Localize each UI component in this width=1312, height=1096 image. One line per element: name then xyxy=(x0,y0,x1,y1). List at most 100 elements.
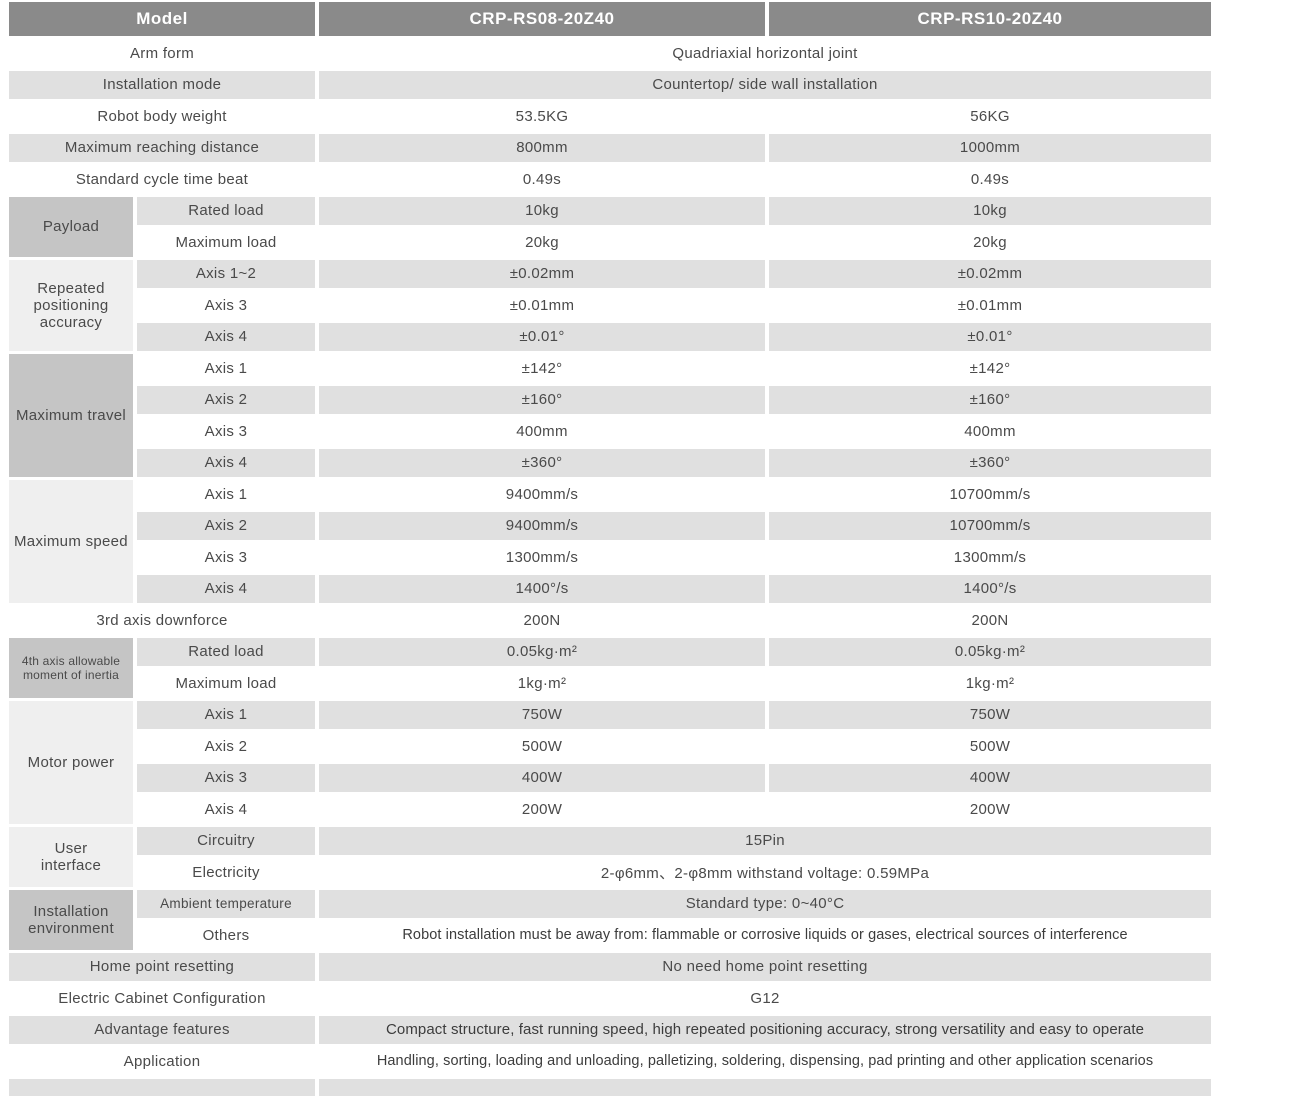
model-2-header-cell: CRP-RS10-20Z40 xyxy=(769,2,1216,39)
accuracy-axis12-rs08: ±0.02mm xyxy=(319,259,770,291)
body-weight-rs08: 53.5KG xyxy=(319,102,770,134)
speed-axis3-label: Axis 3 xyxy=(137,543,320,575)
reach-rs10: 1000mm xyxy=(769,133,1216,165)
travel-axis3-label: Axis 3 xyxy=(137,417,320,449)
accuracy-axis3-label: Axis 3 xyxy=(137,291,320,323)
table-row: 3rd axis downforce 200N 200N xyxy=(9,606,1216,638)
table-row: Axis 2 500W 500W xyxy=(9,732,1216,764)
motor-power-group-label: Motor power xyxy=(9,700,137,827)
accuracy-axis4-rs08: ±0.01° xyxy=(319,322,770,354)
motor-axis3-rs10: 400W xyxy=(769,763,1216,795)
table-row: Maximum load 1kg·m² 1kg·m² xyxy=(9,669,1216,701)
ambient-temp-value: Standard type: 0~40°C xyxy=(319,889,1216,921)
table-row: Installation mode Countertop/ side wall … xyxy=(9,70,1216,102)
table-row: Motor power Axis 1 750W 750W xyxy=(9,700,1216,827)
inertia-rated-rs10: 0.05kg·m² xyxy=(769,637,1216,669)
speed-group-label: Maximum speed xyxy=(9,480,137,606)
arm-form-label: Arm form xyxy=(9,39,320,71)
table-row: Axis 3 ±0.01mm ±0.01mm xyxy=(9,291,1216,323)
table-row: Axis 3 1300mm/s 1300mm/s xyxy=(9,543,1216,575)
table-row: Axis 2 9400mm/s 10700mm/s xyxy=(9,511,1216,543)
installation-mode-value: Countertop/ side wall installation xyxy=(319,70,1216,102)
travel-axis2-rs08: ±160° xyxy=(319,385,770,417)
table-row: Maximum load 20kg 20kg xyxy=(9,228,1216,260)
accuracy-group-label: Repeated positioning accuracy xyxy=(9,259,137,354)
motor-axis1-rs10: 750W xyxy=(769,700,1216,732)
speed-axis1-rs10: 10700mm/s xyxy=(769,480,1216,512)
user-interface-group-label: User interface xyxy=(9,826,137,890)
advantage-label: Advantage features xyxy=(9,1015,320,1047)
travel-axis1-label: Axis 1 xyxy=(137,354,320,386)
installation-mode-label: Installation mode xyxy=(9,70,320,102)
table-row: Maximum travel Axis 1 ±142° ±142° xyxy=(9,354,1216,480)
speed-axis1-label: Axis 1 xyxy=(137,480,320,512)
table-row: Arm form Quadriaxial horizontal joint xyxy=(9,39,1216,71)
circuitry-value: 15Pin xyxy=(319,826,1216,858)
speed-axis4-label: Axis 4 xyxy=(137,574,320,606)
travel-axis3-rs10: 400mm xyxy=(769,417,1216,449)
inertia-max-rs10: 1kg·m² xyxy=(769,669,1216,701)
speed-axis4-rs08: 1400°/s xyxy=(319,574,770,606)
table-row: Axis 3 400mm 400mm xyxy=(9,417,1216,449)
application-label: Application xyxy=(9,1047,320,1079)
speed-axis2-rs10: 10700mm/s xyxy=(769,511,1216,543)
speed-axis3-rs10: 1300mm/s xyxy=(769,543,1216,575)
table-row: Electric Cabinet Configuration G12 xyxy=(9,984,1216,1016)
accuracy-axis3-rs10: ±0.01mm xyxy=(769,291,1216,323)
others-label: Others xyxy=(137,921,320,953)
table-row: Axis 4 ±0.01° ±0.01° xyxy=(9,322,1216,354)
table-row: Axis 3 400W 400W xyxy=(9,763,1216,795)
payload-group-label: Payload xyxy=(9,196,137,260)
table-row: Others Robot installation must be away f… xyxy=(9,921,1216,953)
partial-next-row xyxy=(9,1078,1216,1096)
inertia-rated-label: Rated load xyxy=(137,637,320,669)
arm-form-value: Quadriaxial horizontal joint xyxy=(319,39,1216,71)
table-row: Standard cycle time beat 0.49s 0.49s xyxy=(9,165,1216,197)
speed-axis2-rs08: 9400mm/s xyxy=(319,511,770,543)
speed-axis3-rs08: 1300mm/s xyxy=(319,543,770,575)
travel-axis2-rs10: ±160° xyxy=(769,385,1216,417)
speed-axis4-rs10: 1400°/s xyxy=(769,574,1216,606)
motor-axis2-rs08: 500W xyxy=(319,732,770,764)
table-row: Home point resetting No need home point … xyxy=(9,952,1216,984)
travel-axis1-rs08: ±142° xyxy=(319,354,770,386)
table-row: Advantage features Compact structure, fa… xyxy=(9,1015,1216,1047)
payload-rated-rs08: 10kg xyxy=(319,196,770,228)
table-row: Application Handling, sorting, loading a… xyxy=(9,1047,1216,1079)
downforce-rs10: 200N xyxy=(769,606,1216,638)
travel-axis2-label: Axis 2 xyxy=(137,385,320,417)
motor-axis4-label: Axis 4 xyxy=(137,795,320,827)
robot-spec-table: Model CRP-RS08-20Z40 CRP-RS10-20Z40 Arm … xyxy=(9,2,1216,1096)
table-row: Electricity 2-φ6mm、2-φ8mm withstand volt… xyxy=(9,858,1216,890)
travel-group-label: Maximum travel xyxy=(9,354,137,480)
table-row: Repeated positioning accuracy Axis 1~2 ±… xyxy=(9,259,1216,354)
partial-row-value-cell xyxy=(319,1078,1216,1096)
cabinet-value: G12 xyxy=(319,984,1216,1016)
cycle-time-rs10: 0.49s xyxy=(769,165,1216,197)
payload-rated-rs10: 10kg xyxy=(769,196,1216,228)
travel-axis4-rs08: ±360° xyxy=(319,448,770,480)
electricity-value: 2-φ6mm、2-φ8mm withstand voltage: 0.59MPa xyxy=(319,858,1216,890)
application-value: Handling, sorting, loading and unloading… xyxy=(319,1047,1216,1079)
accuracy-axis4-rs10: ±0.01° xyxy=(769,322,1216,354)
reach-rs08: 800mm xyxy=(319,133,770,165)
table-row: Robot body weight 53.5KG 56KG xyxy=(9,102,1216,134)
advantage-value: Compact structure, fast running speed, h… xyxy=(319,1015,1216,1047)
table-row: Installation environment Ambient tempera… xyxy=(9,889,1216,953)
home-reset-value: No need home point resetting xyxy=(319,952,1216,984)
accuracy-axis12-rs10: ±0.02mm xyxy=(769,259,1216,291)
table-row: Maximum reaching distance 800mm 1000mm xyxy=(9,133,1216,165)
reach-label: Maximum reaching distance xyxy=(9,133,320,165)
payload-max-label: Maximum load xyxy=(137,228,320,260)
inertia-rated-rs08: 0.05kg·m² xyxy=(319,637,770,669)
table-row: Axis 4 1400°/s 1400°/s xyxy=(9,574,1216,606)
body-weight-label: Robot body weight xyxy=(9,102,320,134)
travel-axis3-rs08: 400mm xyxy=(319,417,770,449)
speed-axis1-rs08: 9400mm/s xyxy=(319,480,770,512)
accuracy-axis3-rs08: ±0.01mm xyxy=(319,291,770,323)
table-row: User interface Circuitry 15Pin xyxy=(9,826,1216,890)
motor-axis1-rs08: 750W xyxy=(319,700,770,732)
model-1-header-cell: CRP-RS08-20Z40 xyxy=(319,2,770,39)
accuracy-axis4-label: Axis 4 xyxy=(137,322,320,354)
